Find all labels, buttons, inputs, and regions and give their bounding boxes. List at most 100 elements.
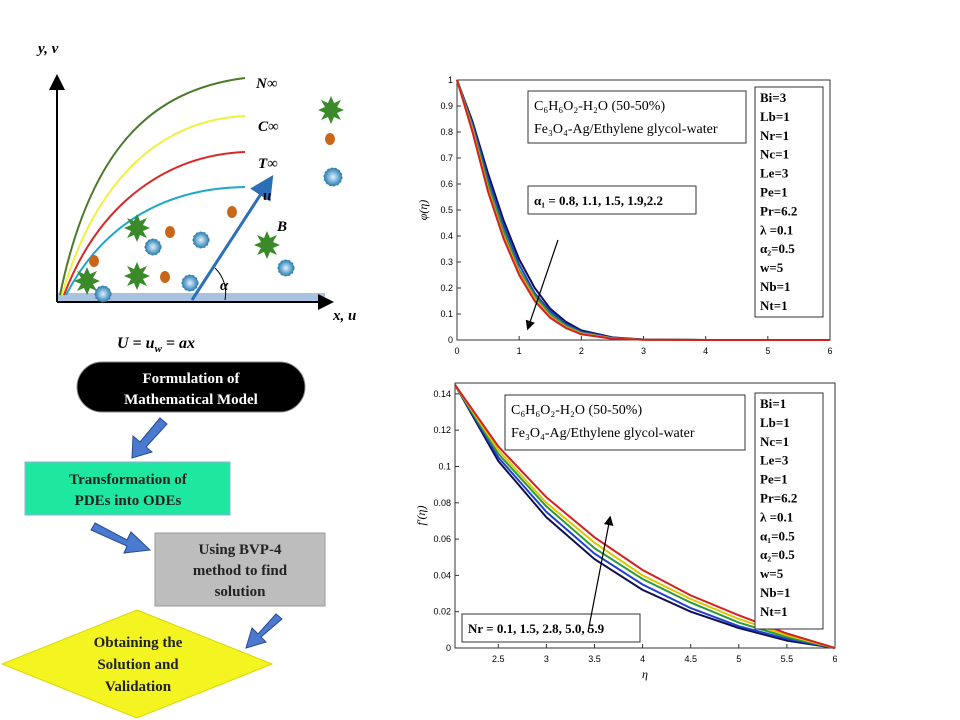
parameter: Nt=1 xyxy=(760,604,788,619)
x-tick-label: 5 xyxy=(765,346,770,356)
step-box xyxy=(24,461,231,516)
parameter: Pr=6.2 xyxy=(760,491,797,506)
info-box xyxy=(527,90,747,144)
data-line xyxy=(456,79,830,341)
x-tick-label: 3.5 xyxy=(588,654,601,664)
x-tick-label: 6 xyxy=(827,346,832,356)
y-tick-label: 0 xyxy=(446,643,451,653)
parameter: Nb=1 xyxy=(760,279,791,294)
parameter: Nc=1 xyxy=(760,147,789,162)
flow-arrow xyxy=(90,522,152,554)
step-label: Obtaining the Solution and Validation xyxy=(94,635,183,695)
parameter: Pe=1 xyxy=(760,472,788,487)
flow-arrow xyxy=(245,613,283,649)
y-tick-label: 0.04 xyxy=(433,570,451,580)
particles xyxy=(74,96,344,295)
step-label: Transformation of PDEs into ODEs xyxy=(69,472,188,509)
data-line xyxy=(454,384,836,649)
info-line: Fe₃O₄-Ag/Ethylene glycol-water xyxy=(534,122,718,137)
x-tick-label: 2 xyxy=(579,346,584,356)
annotation: Nr = 0.1, 1.5, 2.8, 5.0, 5.9 xyxy=(468,621,605,636)
trend-arrow xyxy=(525,239,559,331)
info-line: C₆H₆O₂-H₂O (50-50%) xyxy=(511,403,642,418)
x-axis-label: η xyxy=(642,667,648,681)
y-tick-label: 0.2 xyxy=(440,283,453,293)
y-tick-label: 1 xyxy=(448,75,453,85)
y-tick-label: 0.02 xyxy=(433,607,451,617)
data-line xyxy=(454,384,836,649)
y-tick-label: 0.4 xyxy=(440,231,453,241)
velocity-arrow xyxy=(190,174,274,301)
parameter: Pr=6.2 xyxy=(760,203,797,218)
y-tick-label: 0.08 xyxy=(433,498,451,508)
parameter: α₂=0.5 xyxy=(760,241,795,256)
info-line: Fe₃O₄-Ag/Ethylene glycol-water xyxy=(511,426,695,441)
angle-arc xyxy=(214,267,227,301)
parameter: Nb=1 xyxy=(760,585,791,600)
x-tick-label: 2.5 xyxy=(492,654,505,664)
annotation-box xyxy=(527,185,697,215)
y-tick-label: 0.7 xyxy=(440,153,453,163)
y-tick-label: 0 xyxy=(448,335,453,345)
boundary-layer xyxy=(59,77,246,296)
charts: 0 1 2 3 4 5 6 0 0.1 0.2 0.3 0.4 0.5 0.6 0.7 0.8 0.9 1 C₆H₆… xyxy=(414,75,838,681)
step-box xyxy=(76,361,306,413)
parameter: Pe=1 xyxy=(760,185,788,200)
schematic: y, v x, u N∞ C∞ T∞ u B α U = uw = ax xyxy=(36,41,356,355)
x-tick-label: 4 xyxy=(640,654,645,664)
flowchart: Formulation of Mathematical Model Transfo… xyxy=(0,361,326,719)
data-line xyxy=(454,384,836,649)
plate xyxy=(57,293,325,302)
parameter: w=5 xyxy=(760,566,784,581)
annotation: α₁ = 0.8, 1.1, 1.5, 1.9,2.2 xyxy=(534,193,663,208)
x-tick-label: 0 xyxy=(454,346,459,356)
y-tick-label: 0.6 xyxy=(440,179,453,189)
data-line xyxy=(454,384,836,649)
particles xyxy=(94,167,343,303)
y-tick-label: 0.3 xyxy=(440,257,453,267)
x-tick-label: 5 xyxy=(736,654,741,664)
parameter: Bi=1 xyxy=(760,396,786,411)
parameter: Nt=1 xyxy=(760,298,788,313)
x-tick-label: 5.5 xyxy=(781,654,794,664)
parameter: Bi=3 xyxy=(760,90,787,105)
y-axis-label: φ(η) xyxy=(416,200,430,221)
step-box xyxy=(154,532,326,607)
step-box xyxy=(0,609,274,719)
step-label: Using BVP-4 method to find solution xyxy=(193,542,288,600)
particles xyxy=(89,133,335,283)
parameter: Le=3 xyxy=(760,453,789,468)
velocity-label: u xyxy=(263,188,271,204)
y-tick-label: 0.14 xyxy=(433,389,451,399)
parameter: α₁=0.5 xyxy=(760,528,795,543)
curve-label: C∞ xyxy=(258,119,279,135)
annotation-box xyxy=(461,613,641,643)
parameter: λ =0.1 xyxy=(760,222,793,237)
wall-condition: U = uw = ax xyxy=(117,335,195,355)
x-tick-label: 3 xyxy=(641,346,646,356)
angle-label: α xyxy=(220,278,229,294)
flow-arrow xyxy=(131,417,168,459)
y-tick-label: 0.1 xyxy=(438,461,451,471)
curve-label: N∞ xyxy=(255,76,278,92)
parameter: λ =0.1 xyxy=(760,509,793,524)
y-tick-label: 0.9 xyxy=(440,101,453,111)
parameter: Lb=1 xyxy=(760,109,790,124)
step-label: Formulation of Mathematical Model xyxy=(124,371,258,408)
axis-label: x, u xyxy=(332,308,356,324)
y-tick-label: 0.1 xyxy=(440,309,453,319)
parameter: w=5 xyxy=(760,260,784,275)
boundary-layer xyxy=(65,186,246,296)
field-label: B xyxy=(276,219,287,235)
x-tick-label: 4.5 xyxy=(684,654,697,664)
parameter: Nr=1 xyxy=(760,128,789,143)
boundary-layer xyxy=(63,151,246,296)
x-tick-label: 4 xyxy=(703,346,708,356)
trend-arrow xyxy=(587,515,614,633)
axis-label: y, v xyxy=(36,41,59,57)
x-tick-label: 6 xyxy=(832,654,837,664)
parameter: Nc=1 xyxy=(760,434,789,449)
parameter: Le=3 xyxy=(760,166,789,181)
y-tick-label: 0.8 xyxy=(440,127,453,137)
